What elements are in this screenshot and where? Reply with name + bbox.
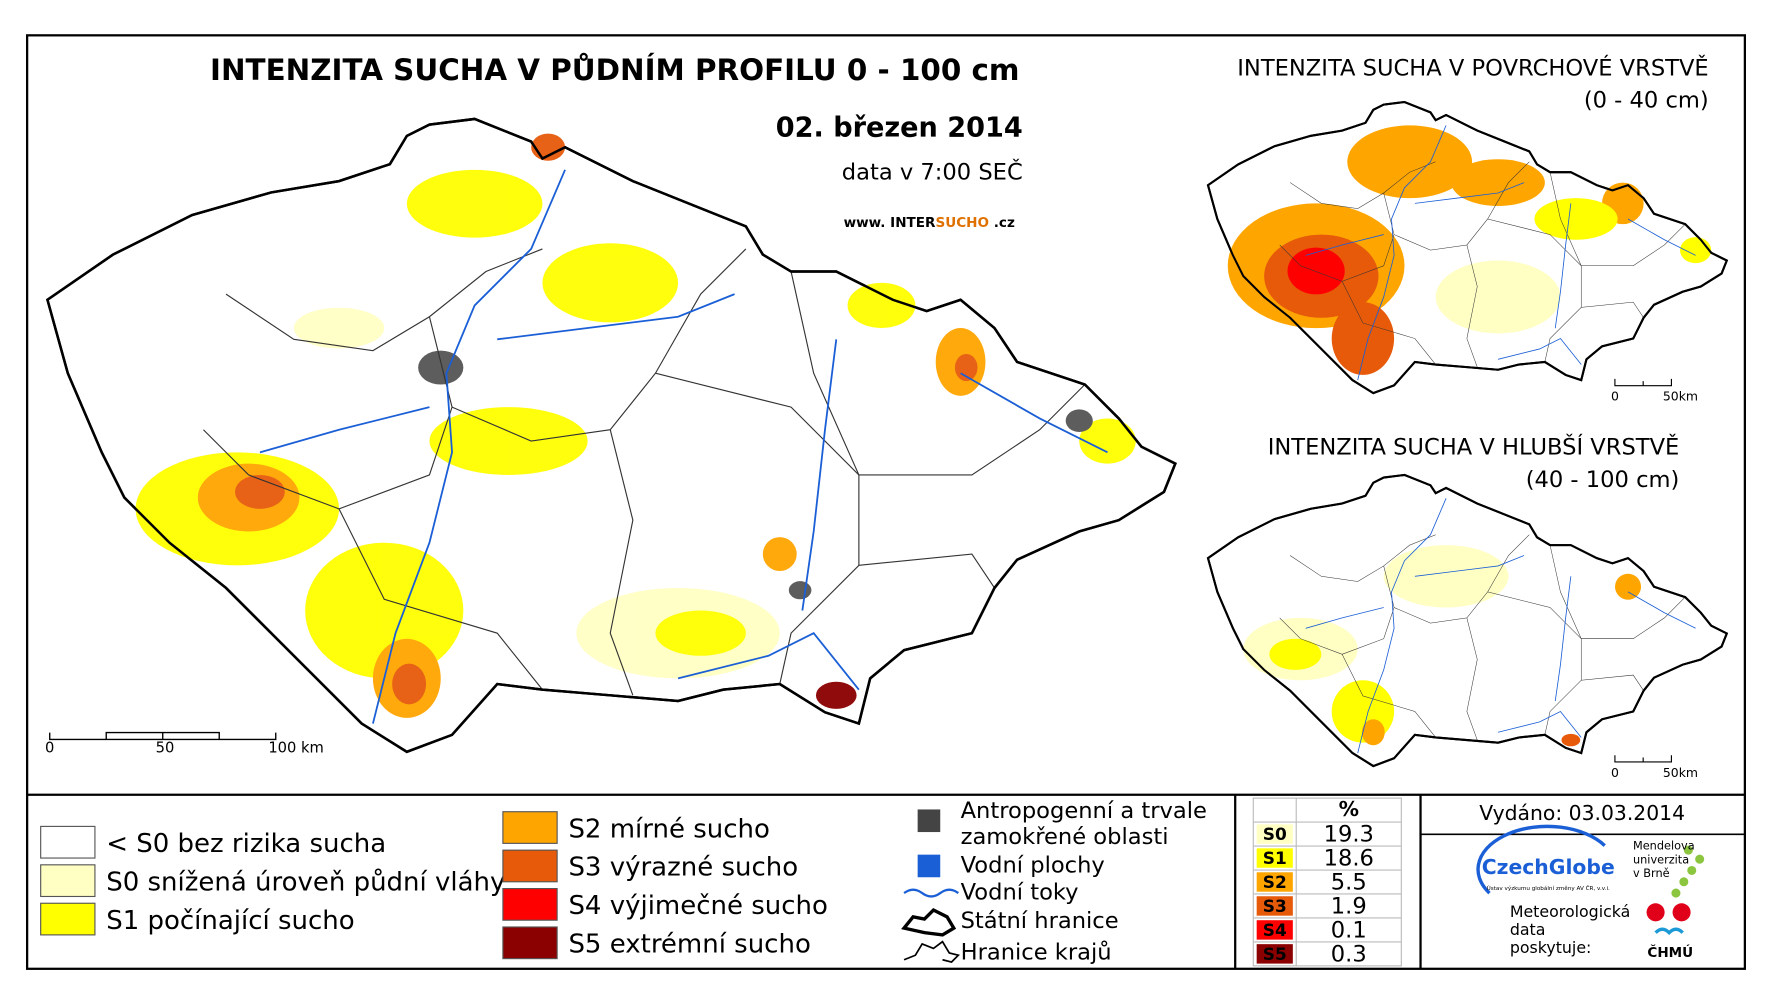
table-border [1252, 797, 1402, 967]
main-title: INTENZITA SUCHA V PŮDNÍM PROFILU 0 - 100… [210, 51, 1019, 87]
credit: Meteorologická [1510, 902, 1631, 921]
logo-mendel-dots [1671, 845, 1705, 898]
scale-label: 50km [1663, 388, 1698, 403]
table-class-cell [1256, 896, 1293, 916]
legend-symbol [901, 907, 957, 937]
legend-label: Vodní toky [961, 880, 1079, 906]
main-map [46, 117, 1177, 754]
inset-depth: (40 - 100 cm) [1526, 467, 1680, 493]
legend-label: S1 počínající sucho [106, 906, 354, 936]
table-percent: 19.3 [1324, 822, 1374, 848]
table-class: S0 [1263, 824, 1287, 844]
credit: poskytuje: [1510, 938, 1592, 957]
legend-swatch [502, 887, 558, 921]
legend-label: Antropogenní a trvale [961, 798, 1207, 824]
legend-label: Státní hranice [961, 908, 1119, 934]
issued-date: Vydáno: 03.03.2014 [1479, 801, 1685, 825]
website: www. INTERSUCHO .cz [844, 215, 1015, 231]
scale-label: 0 [45, 739, 54, 756]
table-class-cell [1256, 920, 1293, 940]
table-class: S3 [1263, 896, 1287, 916]
legend-swatch [40, 864, 96, 898]
time: data v 7:00 SEČ [842, 158, 1023, 186]
table-class: S4 [1263, 920, 1287, 940]
legend-symbol [903, 888, 960, 898]
legend-swatch [40, 825, 96, 859]
legend-label: S3 výrazné sucho [568, 853, 798, 883]
legend-symbol [917, 854, 941, 878]
scale-label: 50km [1663, 765, 1698, 780]
legend-symbol [917, 809, 941, 833]
legend-label: Vodní plochy [961, 852, 1105, 878]
legend-label: S4 výjimečné sucho [568, 891, 827, 921]
inset-map-surface: INTENZITA SUCHA V POVRCHOVÉ VRSTVĚ (0 - … [1206, 54, 1728, 403]
main-scale-bar: 0 50 100 km [45, 731, 324, 756]
inset-title: INTENZITA SUCHA V HLUBŠÍ VRSTVĚ [1268, 432, 1680, 460]
logo-mendel: univerzita [1633, 853, 1689, 866]
date: 02. březen 2014 [776, 113, 1023, 144]
table-header: % [1339, 797, 1359, 821]
scale-label: 0 [1611, 765, 1619, 780]
legend-label: S5 extrémní sucho [568, 930, 810, 960]
table-class-cell [1256, 824, 1293, 844]
legend-symbol [903, 940, 960, 963]
table-class: S1 [1263, 848, 1287, 868]
inset-depth: (0 - 40 cm) [1584, 87, 1709, 113]
scale-label: 100 km [268, 739, 324, 756]
logo-chmu-text: ČHMÚ [1647, 943, 1693, 961]
legend-label: S2 mírné sucho [568, 814, 769, 844]
table-percent: 18.6 [1324, 846, 1374, 872]
credit: data [1510, 920, 1546, 939]
legend-swatch [502, 926, 558, 960]
logo-chmu [1646, 903, 1691, 936]
table-percent: 1.9 [1331, 894, 1367, 920]
table-class-cell [1256, 944, 1293, 964]
legend-label: S0 snížená úroveň půdní vláhy [106, 867, 505, 897]
legend-swatch [502, 849, 558, 883]
scale-label: 50 [156, 739, 175, 756]
logo-czechglobe: CzechGlobe [1482, 855, 1615, 879]
legend-label: < S0 bez rizika sucha [106, 829, 386, 859]
scale-label: 0 [1611, 388, 1619, 403]
legend-swatch [40, 902, 96, 936]
logo-mendel: Mendelova [1633, 840, 1695, 853]
legend-label: zamokřené oblasti [961, 824, 1169, 850]
table-class-cell [1256, 848, 1293, 868]
table-class: S5 [1263, 944, 1287, 964]
table-percent: 0.1 [1331, 918, 1367, 944]
table-percent: 0.3 [1331, 942, 1367, 968]
inset-map-deep: INTENZITA SUCHA V HLUBŠÍ VRSTVĚ (40 - 10… [1206, 432, 1728, 780]
legend: < S0 bez rizika sucha S0 snížená úroveň p… [40, 811, 828, 960]
legend-label: Hranice krajů [961, 938, 1112, 965]
stats-table: % S0 19.3 S1 18.6 S2 5.5 S3 1.9 S4 0.1 S5 0.3 [1252, 797, 1402, 968]
table-class: S2 [1263, 872, 1287, 892]
table-class-cell [1256, 872, 1293, 892]
inset-title: INTENZITA SUCHA V POVRCHOVÉ VRSTVĚ [1237, 54, 1708, 82]
legend-swatch [502, 811, 558, 844]
logo-mendel: v Brně [1633, 867, 1670, 880]
table-percent: 5.5 [1331, 870, 1367, 896]
logo-arc [1476, 824, 1606, 895]
logo-subtitle: Ústav výzkumu globální změny AV ČR, v.v.… [1487, 885, 1610, 892]
